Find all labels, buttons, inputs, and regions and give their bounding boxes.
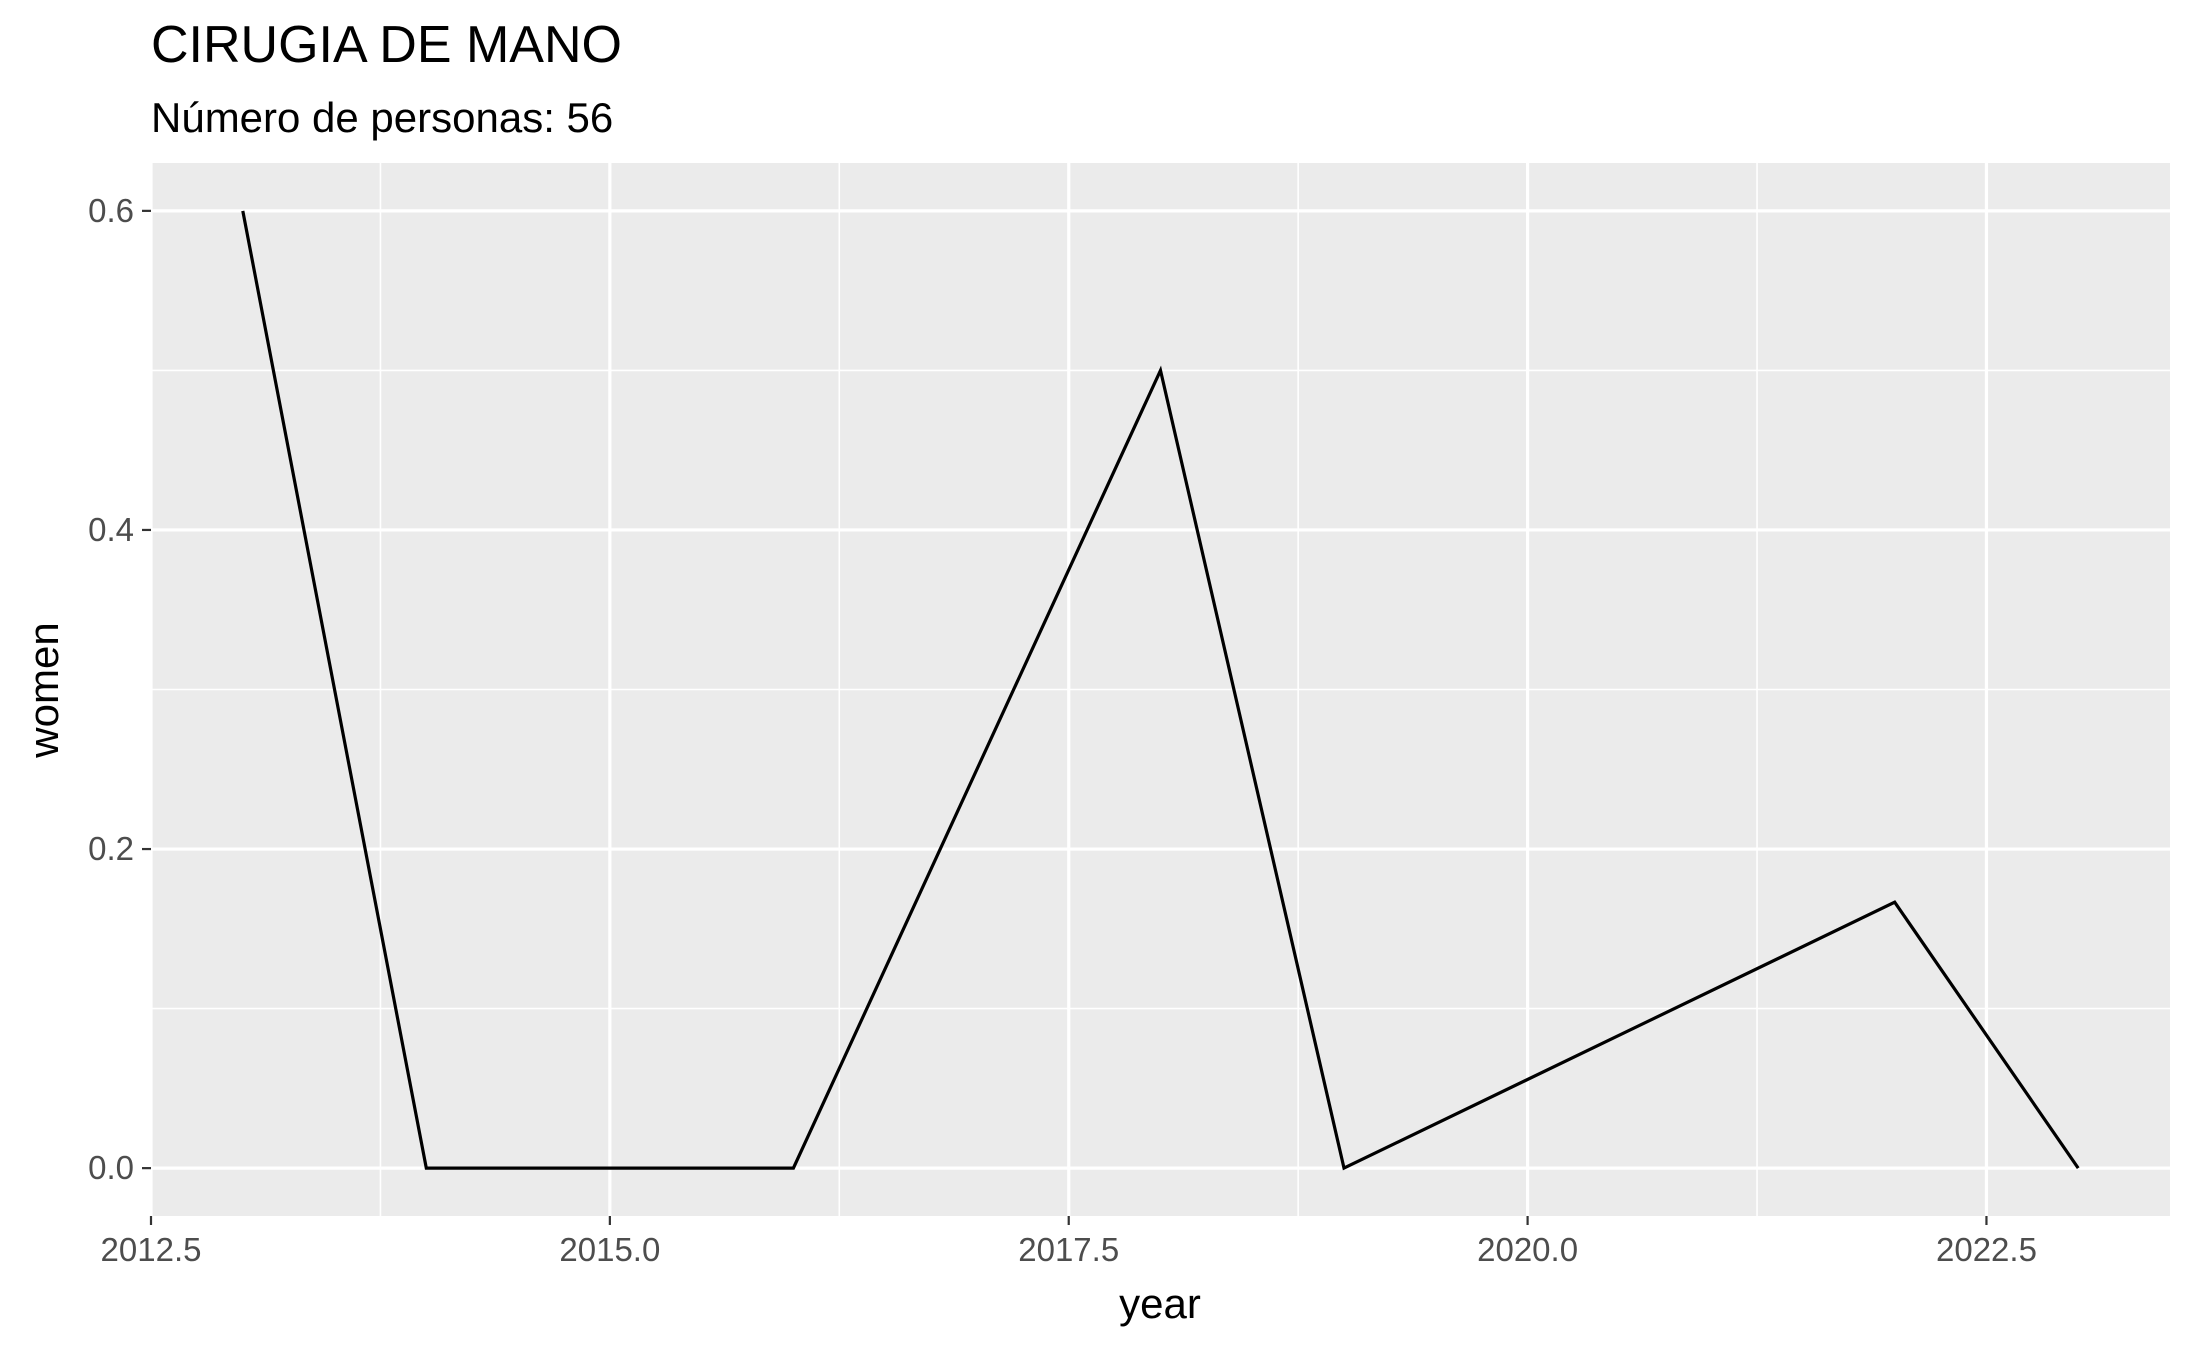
y-tick-label: 0.6	[88, 192, 134, 229]
x-tick-label: 2022.5	[1936, 1231, 2037, 1268]
x-axis: 2012.5 2015.0 2017.5 2020.0 2022.5	[101, 1216, 2037, 1268]
x-axis-title: year	[1119, 1280, 1201, 1327]
series-line	[241, 210, 2080, 1171]
x-tick-label: 2020.0	[1477, 1231, 1578, 1268]
y-axis-title: women	[20, 622, 67, 758]
minor-gridlines	[151, 163, 2170, 1216]
x-tick-label: 2015.0	[559, 1231, 660, 1268]
chart-title: CIRUGIA DE MANO	[151, 16, 622, 74]
x-tick-label: 2017.5	[1018, 1231, 1119, 1268]
series-layer	[241, 210, 2080, 1171]
major-gridlines	[149, 163, 2170, 1216]
x-tick-label: 2012.5	[101, 1231, 202, 1268]
chart-subtitle: Número de personas: 56	[151, 94, 613, 141]
y-tick-label: 0.4	[88, 511, 134, 548]
y-tick-label: 0.2	[88, 830, 134, 867]
y-axis: 0.0 0.2 0.4 0.6	[88, 192, 151, 1186]
y-tick-label: 0.0	[88, 1149, 134, 1186]
